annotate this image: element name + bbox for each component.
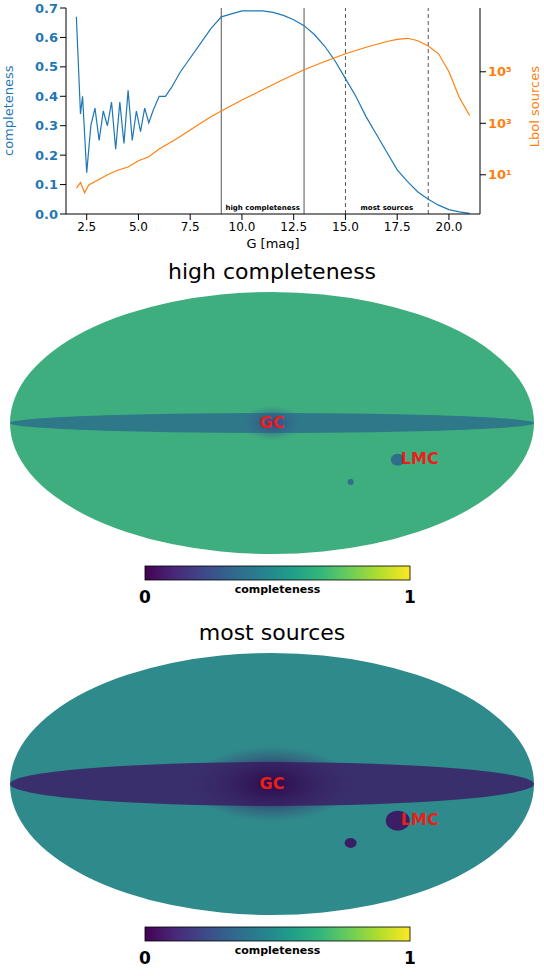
svg-text:15.0: 15.0 <box>332 220 359 234</box>
svg-text:LMC: LMC <box>401 810 439 829</box>
svg-text:completeness: completeness <box>1 65 16 156</box>
svg-text:20.0: 20.0 <box>436 220 463 234</box>
svg-text:0.0: 0.0 <box>35 207 58 222</box>
svg-text:LMC: LMC <box>401 449 439 468</box>
svg-text:completeness: completeness <box>235 944 321 957</box>
svg-text:10⁵: 10⁵ <box>488 64 512 79</box>
svg-text:high completeness: high completeness <box>225 204 299 212</box>
svg-text:most sources: most sources <box>361 204 414 212</box>
svg-text:0.2: 0.2 <box>35 148 58 163</box>
svg-text:0.7: 0.7 <box>35 1 58 16</box>
svg-text:Lbol sources: Lbol sources <box>527 66 542 147</box>
svg-text:5.0: 5.0 <box>129 220 148 234</box>
html-text:high completeness: high completeness <box>167 259 377 284</box>
svg-text:2.5: 2.5 <box>77 220 96 234</box>
svg-text:GC: GC <box>260 413 285 432</box>
svg-text:10.0: 10.0 <box>229 220 256 234</box>
svg-text:0.4: 0.4 <box>35 89 58 104</box>
svg-text:10³: 10³ <box>488 116 512 131</box>
svg-text:12.5: 12.5 <box>280 220 307 234</box>
svg-text:G [mag]: G [mag] <box>246 236 299 250</box>
svg-text:1: 1 <box>404 948 416 968</box>
svg-text:1: 1 <box>404 587 416 607</box>
svg-text:7.5: 7.5 <box>181 220 200 234</box>
svg-text:0.5: 0.5 <box>35 59 58 74</box>
svg-text:0.6: 0.6 <box>35 30 58 45</box>
svg-text:17.5: 17.5 <box>384 220 411 234</box>
svg-text:0.3: 0.3 <box>35 118 58 133</box>
svg-text:0.1: 0.1 <box>35 177 58 192</box>
svg-text:0: 0 <box>139 587 151 607</box>
html-text:most sources: most sources <box>198 620 346 645</box>
svg-text:10¹: 10¹ <box>488 167 512 182</box>
svg-text:completeness: completeness <box>235 583 321 596</box>
svg-text:0: 0 <box>139 948 151 968</box>
svg-text:GC: GC <box>260 774 285 793</box>
